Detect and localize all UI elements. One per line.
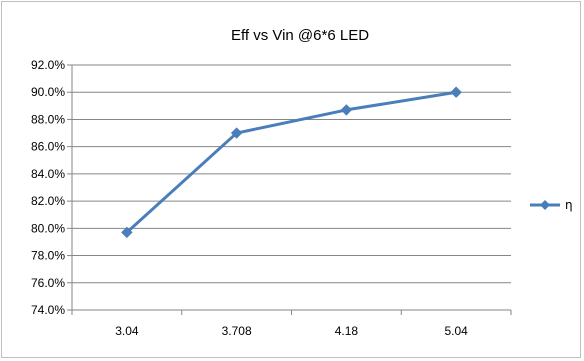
legend: η <box>530 198 573 212</box>
y-tick-label: 90.0% <box>31 85 65 99</box>
legend-label: η <box>565 198 573 212</box>
y-tick-label: 82.0% <box>31 194 65 208</box>
y-tick-label: 84.0% <box>31 167 65 181</box>
axes <box>67 64 512 315</box>
gridlines <box>72 64 511 311</box>
x-tick-label: 3.04 <box>115 324 139 338</box>
y-tick-label: 76.0% <box>31 276 65 290</box>
data-point-marker <box>230 127 243 139</box>
x-tick-label: 5.04 <box>444 324 468 338</box>
x-axis-tick-labels: 3.04 3.708 4.18 5.04 <box>115 324 468 338</box>
y-tick-label: 78.0% <box>31 249 65 263</box>
y-tick-label: 88.0% <box>31 112 65 126</box>
series-eta <box>121 86 462 239</box>
y-axis-tick-labels: 74.0% 76.0% 78.0% 80.0% 82.0% 84.0% 86.0% 88.0%… <box>31 58 65 317</box>
data-point-marker <box>340 104 353 116</box>
y-tick-label: 92.0% <box>31 58 65 72</box>
data-point-marker <box>121 226 133 239</box>
y-tick-label: 86.0% <box>31 140 65 154</box>
x-tick-label: 3.708 <box>222 324 252 338</box>
legend-marker <box>540 200 550 210</box>
y-tick-label: 80.0% <box>31 221 65 235</box>
x-tick-label: 4.18 <box>335 324 359 338</box>
y-tick-label: 74.0% <box>31 303 65 317</box>
chart-title: Eff vs Vin @6*6 LED <box>231 27 369 44</box>
data-point-marker <box>450 86 462 98</box>
series-line <box>125 90 457 234</box>
